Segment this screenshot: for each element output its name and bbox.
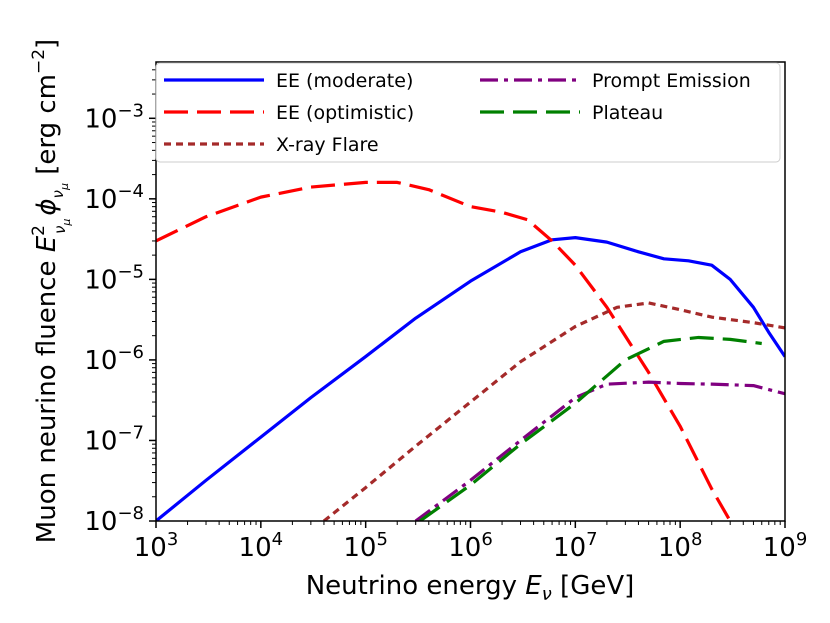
- y-tick-label: 10−6: [84, 342, 144, 376]
- y-axis-label: Muon neurino fluence E2 νμϕνμ [erg cm−2]: [29, 39, 73, 543]
- legend: EE (moderate) EE (optimistic) X-ray Flare P…: [155, 62, 781, 163]
- x-tick-label: 106: [448, 529, 493, 563]
- legend-box: [155, 62, 781, 163]
- x-tick-label: 104: [239, 529, 284, 563]
- y-tick-label: 10−8: [84, 503, 144, 537]
- series-line-4: [419, 335, 762, 521]
- y-tick-label: 10−7: [84, 422, 144, 456]
- x-tick-label: 105: [343, 529, 388, 563]
- y-tick-label: 10−5: [84, 261, 144, 295]
- x-tick-label: 107: [553, 529, 598, 563]
- series-line-2: [322, 301, 785, 521]
- ticks-layer: 103 104 105 106 107 108 109 10−8 10−7 10−6 10−5 10−…: [84, 69, 808, 563]
- x-axis-label: Neutrino energy Eν [GeV]: [306, 571, 635, 605]
- series-layer: [156, 180, 785, 521]
- legend-label-1: EE (optimistic): [276, 102, 414, 124]
- y-tick-label: 10−3: [84, 100, 144, 134]
- legend-label-4: Plateau: [592, 102, 663, 124]
- y-tick-label: 10−4: [84, 181, 144, 215]
- x-tick-label: 109: [763, 529, 808, 563]
- series-line-3: [414, 380, 785, 521]
- legend-label-3: Prompt Emission: [592, 70, 751, 92]
- x-tick-label: 103: [134, 529, 179, 563]
- x-tick-label: 108: [658, 529, 703, 563]
- series-line-1: [156, 180, 732, 521]
- series-line-0: [156, 236, 785, 521]
- legend-label-2: X-ray Flare: [276, 134, 379, 156]
- legend-label-0: EE (moderate): [276, 70, 413, 92]
